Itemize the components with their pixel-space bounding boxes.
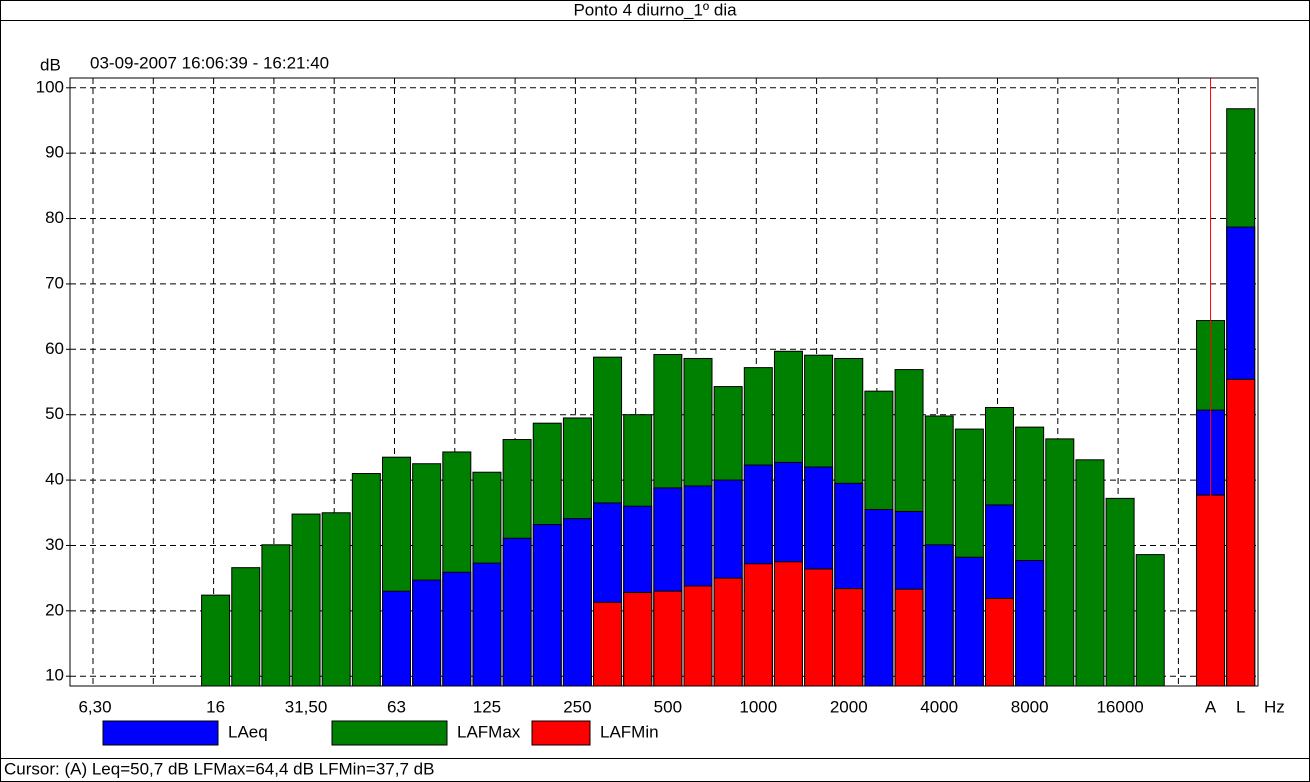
x-tick-label: 31,50	[285, 697, 328, 716]
y-tick-label: 100	[36, 77, 64, 96]
legend-swatch	[102, 720, 219, 746]
bar	[593, 601, 623, 687]
bar	[743, 563, 773, 687]
chart-title: Ponto 4 diurno_1º dia	[573, 0, 737, 19]
y-tick-label: 60	[45, 339, 64, 358]
bar	[864, 508, 894, 687]
legend-label: LAeq	[228, 722, 268, 741]
y-tick-label: 30	[45, 535, 64, 554]
bar	[532, 524, 562, 687]
x-tick-label: 4000	[920, 697, 958, 716]
legend-label: LAFMin	[600, 722, 659, 741]
bar	[1226, 378, 1256, 687]
y-tick-label: 10	[45, 666, 64, 685]
bar	[804, 568, 834, 687]
x-tick-label: 2000	[830, 697, 868, 716]
bar	[954, 556, 984, 687]
bar	[1135, 554, 1165, 687]
legend-swatch	[331, 720, 448, 746]
y-tick-label: 40	[45, 470, 64, 489]
bar	[623, 592, 653, 687]
legend-label: LAFMax	[457, 722, 521, 741]
x-tick-label: A	[1205, 697, 1217, 716]
x-tick-label: 125	[473, 697, 501, 716]
x-tick-label: 16	[206, 697, 225, 716]
bar	[261, 544, 291, 687]
y-tick-label: 70	[45, 273, 64, 292]
x-tick-label: 63	[387, 697, 406, 716]
bar	[412, 579, 442, 687]
cursor-readout: Cursor: (A) Leq=50,7 dB LFMax=64,4 dB LF…	[4, 759, 434, 778]
bar	[894, 588, 924, 687]
bar	[472, 562, 502, 687]
y-tick-label: 20	[45, 600, 64, 619]
bar	[201, 594, 231, 687]
legend-swatch	[531, 720, 591, 746]
bar	[442, 571, 472, 687]
x-tick-label: 8000	[1011, 697, 1049, 716]
x-tick-label: 1000	[739, 697, 777, 716]
bar	[1075, 459, 1105, 687]
bar	[382, 590, 411, 687]
x-tick-label: 6,30	[78, 697, 111, 716]
bar	[502, 537, 532, 687]
bar	[291, 513, 321, 687]
bar	[773, 561, 803, 687]
x-axis-label: Hz	[1264, 697, 1285, 716]
bar	[321, 512, 351, 687]
bar	[1015, 559, 1045, 687]
x-tick-label: 500	[654, 697, 682, 716]
x-tick-label: 16000	[1096, 697, 1143, 716]
plot-border	[69, 77, 1259, 687]
bar	[713, 577, 743, 687]
x-tick-label: L	[1236, 697, 1245, 716]
bar	[834, 588, 864, 687]
bar	[231, 567, 261, 687]
bar	[562, 518, 592, 687]
bar	[924, 544, 954, 687]
x-tick-label: 250	[563, 697, 591, 716]
bar	[1045, 438, 1075, 687]
subtitle: 03-09-2007 16:06:39 - 16:21:40	[90, 53, 329, 72]
bar	[351, 473, 381, 687]
y-tick-label: 80	[45, 208, 64, 227]
y-axis-label: dB	[40, 55, 61, 74]
y-tick-label: 50	[45, 404, 64, 423]
bar	[653, 590, 683, 687]
bar	[683, 585, 713, 687]
y-tick-label: 90	[45, 143, 64, 162]
bar	[1105, 497, 1135, 687]
bar	[985, 597, 1014, 687]
